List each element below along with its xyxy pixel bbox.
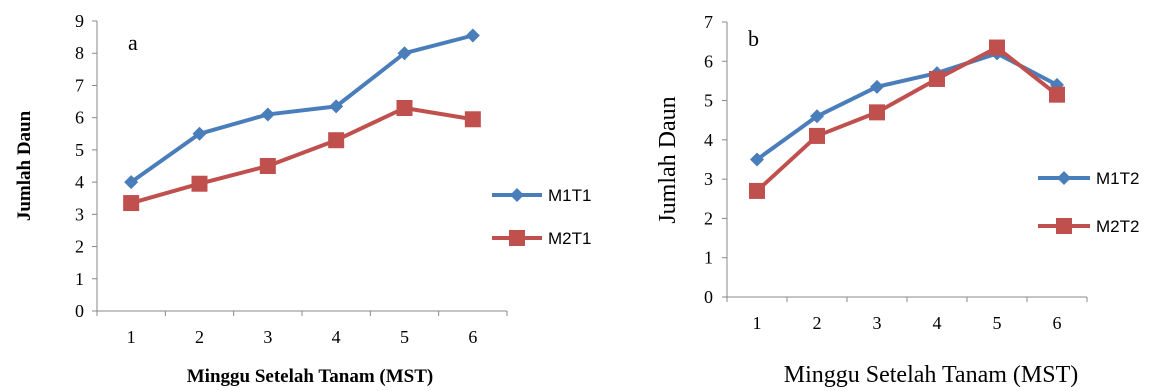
- y-tick-label: 3: [704, 169, 713, 189]
- x-tick-label: 6: [468, 327, 477, 347]
- y-tick-label: 7: [704, 12, 713, 32]
- series-line-M2T2: [755, 45, 1059, 193]
- legend-marker-M2T1: [509, 230, 525, 246]
- data-point-M1T1: [397, 46, 412, 61]
- x-tick-label: 2: [813, 313, 822, 333]
- y-tick-label: 8: [75, 43, 84, 63]
- panel-label: a: [128, 30, 138, 55]
- y-tick-label: 0: [75, 301, 84, 321]
- panel-label: b: [748, 26, 759, 51]
- data-point-M2T1: [396, 100, 413, 116]
- data-point-M1T2: [810, 109, 824, 124]
- data-point-M2T2: [989, 39, 1005, 56]
- x-tick-label: 3: [873, 313, 882, 333]
- y-tick-label: 4: [704, 130, 713, 150]
- data-point-M2T2: [749, 182, 765, 199]
- y-tick-label: 9: [75, 11, 84, 31]
- x-axis-title: Minggu Setelah Tanam (MST): [187, 366, 434, 387]
- chart-a: 0 1 2 3 4 5 6 7 8 9 1 2 3 4 5 6 a Jumlah Daun Minggu Setel…: [14, 11, 591, 387]
- y-tick-label: 6: [75, 108, 84, 128]
- y-tick-label: 1: [704, 248, 713, 268]
- series-line-M1T1: [130, 33, 474, 184]
- y-tick-label: 6: [704, 51, 713, 71]
- legend-marker-M1T1: [510, 188, 524, 202]
- legend-marker-M2T2: [1056, 218, 1072, 234]
- data-point-M1T2: [870, 79, 884, 94]
- x-tick-label: 4: [332, 327, 341, 347]
- legend-marker-M1T2: [1057, 171, 1071, 185]
- data-point-M2T2: [1049, 86, 1065, 103]
- data-point-M1T1: [124, 175, 139, 190]
- data-point-M1T1: [329, 99, 344, 114]
- data-point-M2T1: [259, 158, 276, 174]
- y-axis-title: Jumlah Daun: [14, 110, 35, 221]
- y-tick-label: 5: [75, 140, 84, 160]
- x-tick-label: 6: [1053, 313, 1062, 333]
- legend-label-M1T1: M1T1: [548, 186, 591, 205]
- data-point-M1T2: [750, 152, 764, 167]
- y-tick-label: 0: [704, 287, 713, 307]
- data-point-M2T2: [929, 70, 945, 87]
- x-tick-label: 3: [263, 327, 272, 347]
- x-tick-label: 1: [127, 327, 136, 347]
- data-point-M2T1: [328, 132, 345, 149]
- data-point-M2T1: [464, 111, 481, 128]
- legend-label-M2T2: M2T2: [1096, 217, 1139, 236]
- x-tick-label: 4: [933, 313, 942, 333]
- x-tick-label: 5: [400, 327, 409, 347]
- data-point-M2T2: [809, 127, 825, 144]
- y-tick-label: 2: [75, 237, 84, 257]
- y-tick-label: 3: [75, 204, 84, 224]
- data-point-M2T2: [869, 104, 885, 121]
- x-tick-label: 2: [195, 327, 204, 347]
- data-point-M2T1: [191, 175, 208, 192]
- data-point-M1T1: [260, 107, 275, 122]
- y-axis-title: Jumlah Daun: [655, 96, 681, 223]
- y-tick-label: 2: [704, 208, 713, 228]
- series-line-M1T2: [755, 51, 1058, 162]
- y-tick-label: 1: [75, 269, 84, 289]
- legend-label-M2T1: M2T1: [548, 229, 591, 248]
- y-tick-label: 5: [704, 91, 713, 111]
- x-tick-label: 1: [753, 313, 762, 333]
- y-tick-label: 7: [75, 75, 84, 95]
- y-tick-label: 4: [75, 172, 84, 192]
- legend-label-M1T2: M1T2: [1096, 169, 1139, 188]
- data-point-M1T1: [192, 126, 207, 141]
- chart-b: 0 1 2 3 4 5 6 7 1 2 3 4 5 6 b Jumlah Daun Minggu Setelah…: [655, 12, 1139, 388]
- series-line-M2T1: [130, 106, 474, 205]
- x-tick-label: 5: [993, 313, 1002, 333]
- x-axis-title: Minggu Setelah Tanam (MST): [784, 362, 1079, 388]
- data-point-M1T1: [465, 28, 480, 43]
- data-point-M2T1: [123, 195, 140, 212]
